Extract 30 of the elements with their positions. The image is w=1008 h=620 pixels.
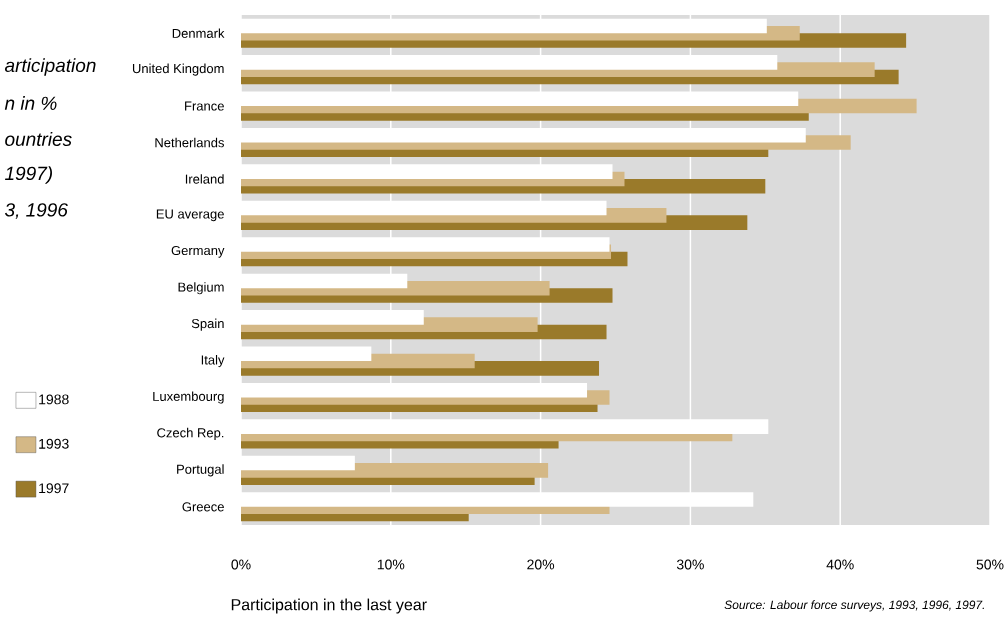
y-tick-label: Netherlands xyxy=(155,137,224,148)
y-tick-label: Spain xyxy=(191,318,224,331)
y-tick-label: Germany xyxy=(171,245,225,258)
y-tick-label: Greece xyxy=(182,502,224,512)
y-tick-label: United Kingdom xyxy=(132,63,224,76)
x-tick-label: 10% xyxy=(377,559,405,570)
y-tick-label: Denmark xyxy=(172,28,225,38)
y-tick-label: Portugal xyxy=(177,464,224,477)
y-tick-label: France xyxy=(185,101,224,111)
x-axis-title: Participation in the last year xyxy=(231,598,427,614)
x-tick-label: 30% xyxy=(676,559,704,570)
y-tick-label: Luxembourg xyxy=(153,391,224,404)
x-tick-label: 50% xyxy=(976,559,1004,570)
source-note: Source: Labour force surveys, 1993, 1996, 1997. xyxy=(724,600,984,612)
text: articipation xyxy=(4,58,96,76)
x-tick-label: 40% xyxy=(826,559,854,570)
x-tick-label: 20% xyxy=(527,559,555,570)
legend-label: 1997 xyxy=(39,483,69,494)
text: 1997) xyxy=(5,166,52,184)
y-tick-label: Czech Rep. xyxy=(157,427,224,440)
x-tick-label: 0% xyxy=(231,559,251,570)
y-tick-label: Ireland xyxy=(185,174,224,184)
y-tick-label: EU average xyxy=(156,209,224,222)
legend-label: 1993 xyxy=(39,438,69,449)
y-tick-label: Belgium xyxy=(178,282,224,295)
text: n in % xyxy=(4,96,57,110)
text: ountries xyxy=(5,132,72,146)
text: 3, 1996 xyxy=(4,203,68,219)
y-tick-label: Italy xyxy=(201,355,225,368)
legend-label: 1988 xyxy=(39,394,69,405)
